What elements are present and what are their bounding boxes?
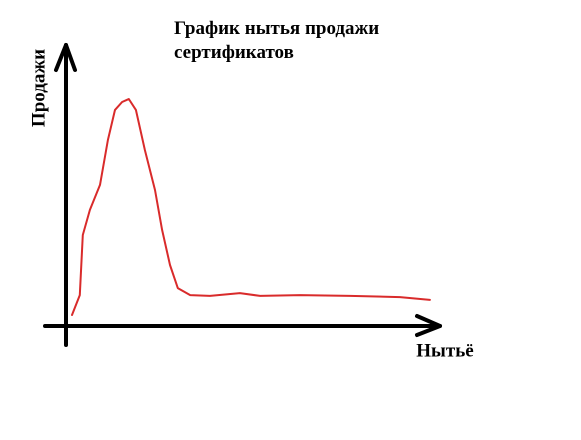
y-axis-arrow [54,43,77,72]
y-axis-label: Продажи [28,49,49,127]
data-line [71,98,431,316]
x-axis-label: Нытьё [416,340,473,361]
x-axis-arrow [415,314,442,337]
axes [43,43,442,347]
chart-title: График нытья продажи сертификатов [174,18,380,63]
